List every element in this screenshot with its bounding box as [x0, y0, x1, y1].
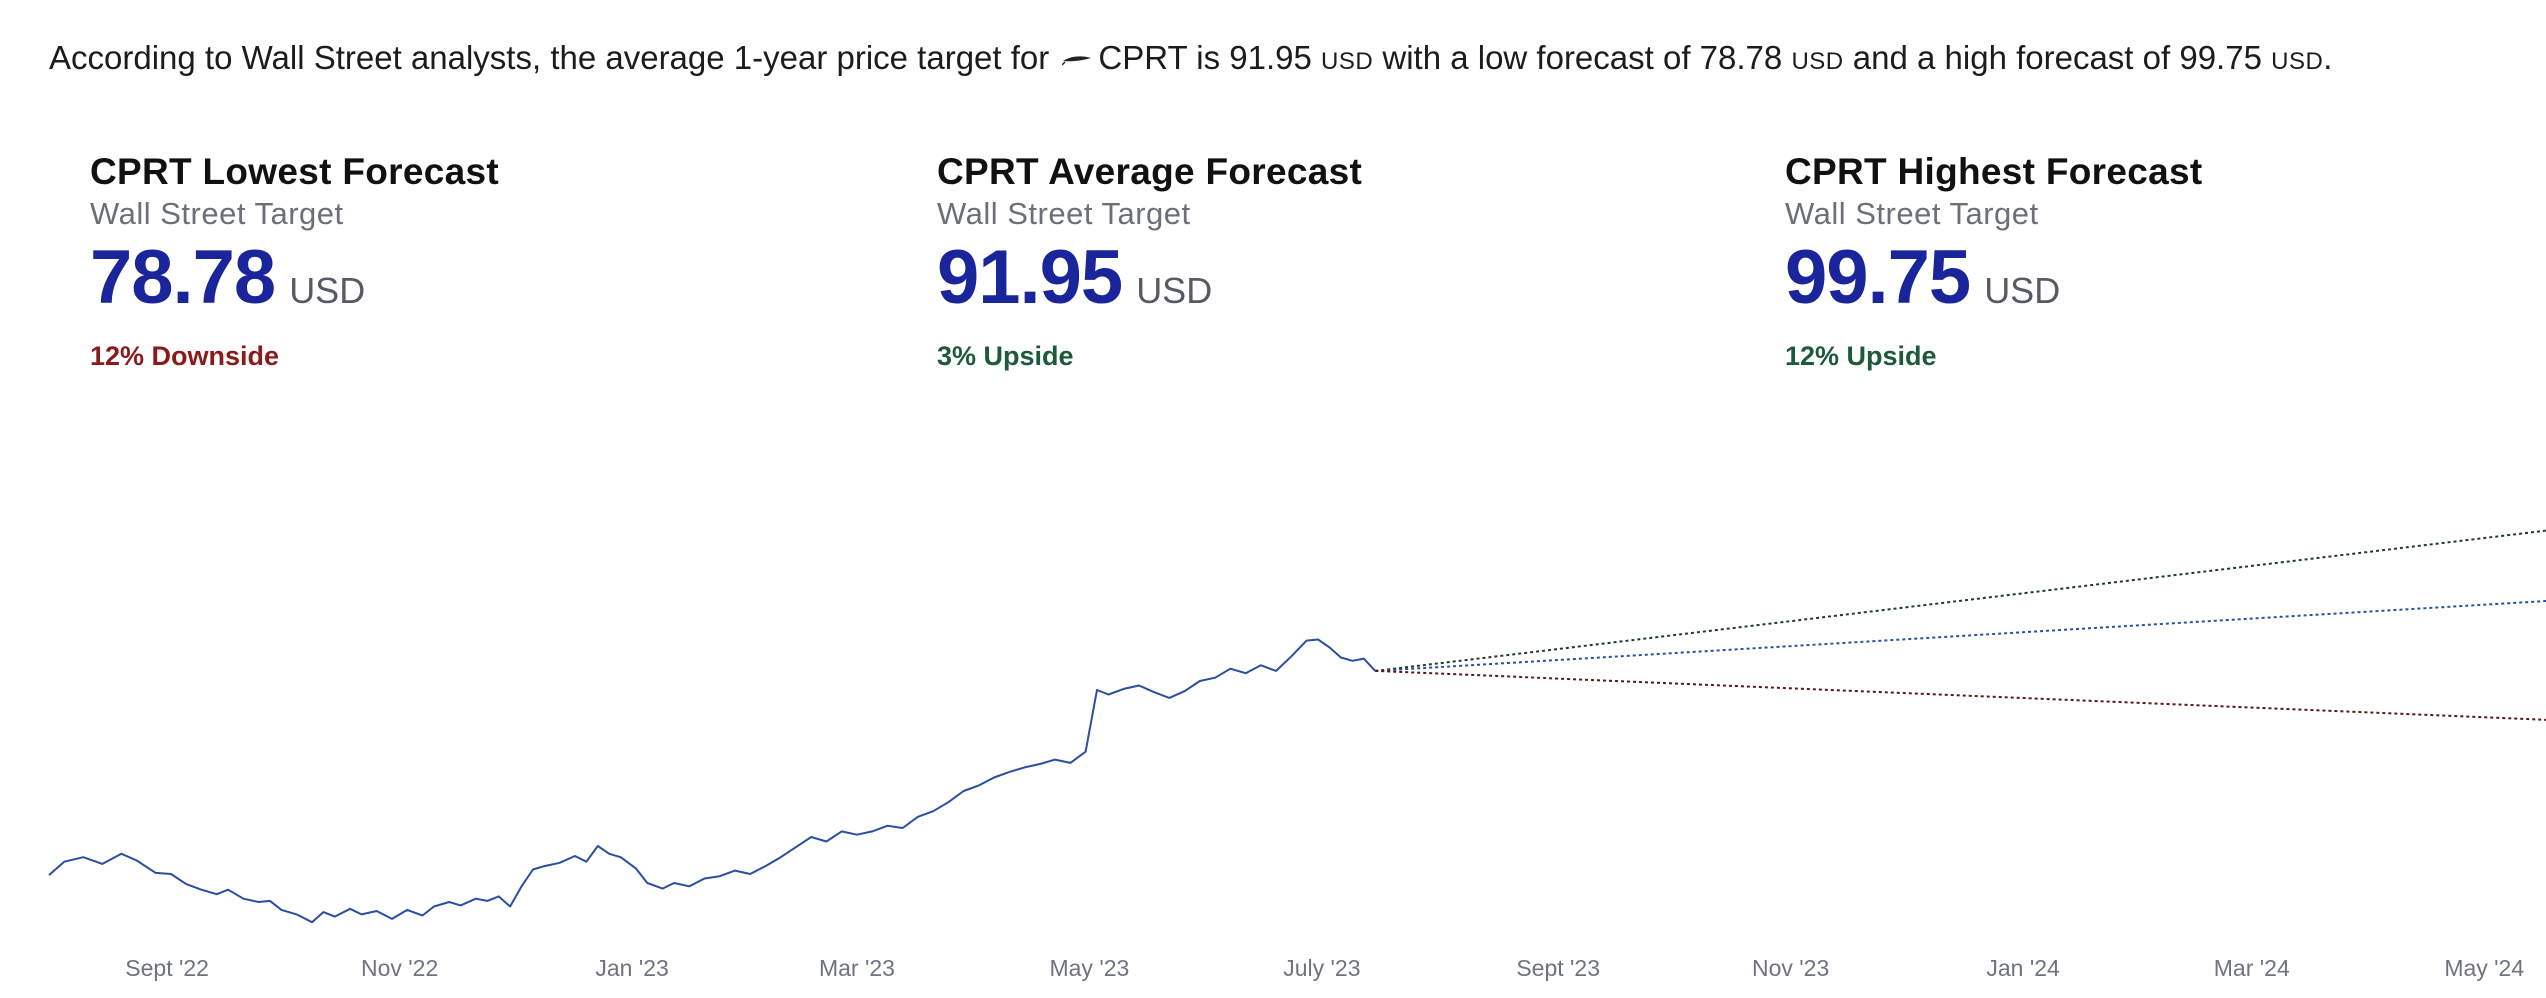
- price-forecast-chart: Sept '22 Nov '22 Jan '23 Mar '23 May '23 July…: [48, 529, 2546, 981]
- x-tick-label: Nov '23: [1752, 955, 1829, 981]
- x-tick-label: Jan '24: [1986, 955, 2060, 981]
- intro-sentence: According to Wall Street analysts, the a…: [49, 36, 2332, 84]
- card-unit: USD: [1984, 270, 2061, 311]
- intro-high-value: 99.75: [2179, 39, 2262, 76]
- intro-avg-value: 91.95: [1229, 39, 1312, 76]
- x-tick-label: Sept '22: [125, 955, 209, 981]
- x-tick-label: Mar '24: [2214, 955, 2290, 981]
- intro-prefix: According to Wall Street analysts, the a…: [49, 39, 1050, 76]
- card-subtitle: Wall Street Target: [1785, 196, 2039, 231]
- forecast-line-low: [1375, 669, 2546, 721]
- intro-low-unit: USD: [1791, 48, 1844, 75]
- card-unit: USD: [1136, 270, 1213, 311]
- card-subtitle: Wall Street Target: [90, 196, 344, 231]
- intro-high-unit: USD: [2271, 48, 2324, 75]
- forecast-lines: [1375, 529, 2546, 721]
- card-value: 78.78: [90, 235, 276, 320]
- intro-high-text: and a high forecast of: [1852, 39, 2171, 76]
- intro-low-value: 78.78: [1699, 39, 1783, 76]
- card-subtitle: Wall Street Target: [937, 196, 1191, 231]
- card-value-row: 78.78 USD: [90, 238, 850, 339]
- x-axis-ticks: Sept '22 Nov '22 Jan '23 Mar '23 May '23 July…: [125, 955, 2524, 981]
- price-history: [48, 638, 1376, 924]
- lowest-forecast-card: CPRT Lowest Forecast Wall Street Target …: [90, 150, 850, 373]
- card-change: 12% Upside: [1785, 341, 1937, 371]
- highest-forecast-card: CPRT Highest Forecast Wall Street Target…: [1785, 150, 2545, 373]
- card-change: 3% Upside: [937, 341, 1074, 371]
- forecast-line-avg: [1375, 599, 2546, 672]
- forecast-line-high: [1375, 529, 2546, 672]
- card-value: 91.95: [937, 235, 1123, 320]
- x-tick-label: May '23: [1049, 955, 1129, 981]
- x-tick-label: July '23: [1283, 955, 1360, 981]
- card-unit: USD: [289, 270, 366, 311]
- x-tick-label: Mar '23: [819, 955, 895, 981]
- intro-is: is: [1196, 39, 1221, 76]
- card-value-row: 99.75 USD: [1785, 238, 2545, 339]
- intro-avg-unit: USD: [1321, 48, 1374, 75]
- card-value-row: 91.95 USD: [937, 238, 1697, 339]
- x-tick-label: Nov '22: [361, 955, 438, 981]
- card-change: 12% Downside: [90, 341, 280, 371]
- average-forecast-card: CPRT Average Forecast Wall Street Target…: [937, 150, 1697, 373]
- x-tick-label: Sept '23: [1516, 955, 1600, 981]
- intro-end: .: [2323, 39, 2333, 76]
- company-logo-icon: [1062, 56, 1092, 66]
- price-history-line: [48, 638, 1376, 924]
- intro-low-text: with a low forecast of: [1382, 39, 1691, 76]
- card-title: CPRT Highest Forecast: [1785, 151, 2203, 192]
- x-tick-label: Jan '23: [595, 955, 668, 981]
- card-title: CPRT Lowest Forecast: [90, 151, 499, 192]
- x-tick-label: May '24: [2444, 955, 2524, 981]
- card-value: 99.75: [1785, 235, 1971, 320]
- card-title: CPRT Average Forecast: [937, 151, 1363, 192]
- intro-ticker: CPRT: [1098, 39, 1188, 76]
